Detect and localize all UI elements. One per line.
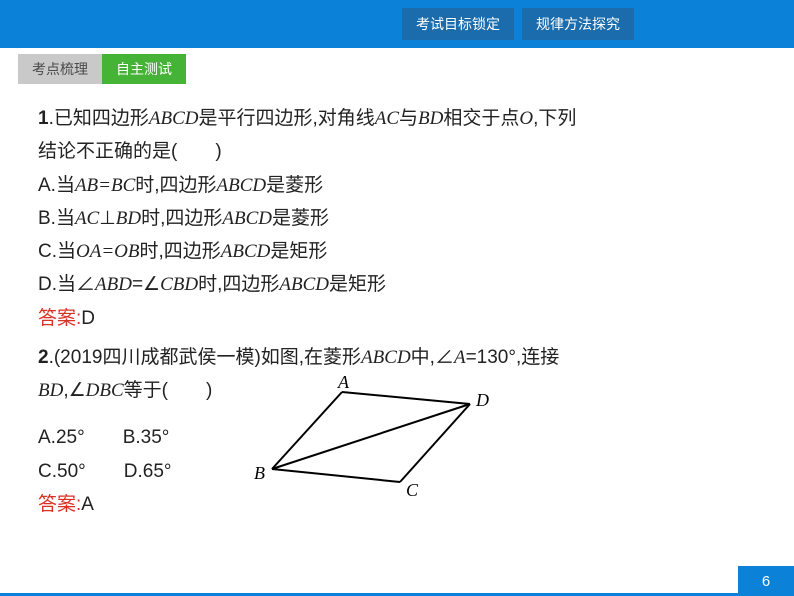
svg-text:C: C [406, 480, 419, 500]
nav-button-exam-target[interactable]: 考试目标锁定 [402, 8, 514, 40]
sub-tabs: 考点梳理 自主测试 [18, 54, 794, 84]
q1-optA-v1: AB=BC [75, 175, 135, 196]
q1-optB-v1: AC [75, 208, 99, 229]
q1-mid1: 是平行四边形,对角线 [198, 108, 374, 129]
q1-optB: B.当AC⊥BD时,四边形ABCD是菱形 [38, 202, 756, 235]
q2-line2d: 等于( ) [124, 380, 213, 401]
q2-answer-value: A [81, 494, 94, 515]
content-area: 1.已知四边形ABCD是平行四边形,对角线AC与BD相交于点O,下列 结论不正确… [0, 84, 794, 521]
q1-optD-v1: ABD [95, 274, 132, 295]
q2-optA: A.25° [38, 427, 85, 448]
q2-v2: A [454, 347, 466, 368]
q2-optC: C.50° [38, 461, 86, 482]
top-bar: 考试目标锁定 规律方法探究 [0, 0, 794, 48]
q1-v2: AC [375, 108, 399, 129]
q1-v3: BD [418, 108, 443, 129]
q1-optB-mid: 时,四边形 [141, 208, 222, 229]
q1-optD-v2: CBD [160, 274, 198, 295]
q1-number: 1 [38, 108, 49, 129]
q1-optC-mid: 时,四边形 [140, 241, 221, 262]
q2-line2: BD,∠DBC等于( ) [38, 374, 212, 407]
q1-v4: O [519, 108, 533, 129]
q1-optD-suf: 是矩形 [329, 274, 386, 295]
q1-answer: 答案:D [38, 302, 756, 335]
sub-tab-self-test[interactable]: 自主测试 [102, 54, 186, 84]
svg-text:A: A [337, 374, 350, 392]
nav-button-method-explore[interactable]: 规律方法探究 [522, 8, 634, 40]
q2-optD: D.65° [124, 461, 172, 482]
q2-line2c: DBC [86, 380, 124, 401]
sub-tab-review[interactable]: 考点梳理 [18, 54, 102, 84]
q2-answer: 答案:A [38, 488, 212, 521]
q1-optA: A.当AB=BC时,四边形ABCD是菱形 [38, 169, 756, 202]
q2-v1: ABCD [361, 347, 411, 368]
q2-line2b: ,∠ [63, 380, 85, 401]
q2-opts-row2: C.50° D.65° [38, 455, 212, 488]
q1-answer-label: 答案: [38, 308, 81, 329]
rhombus-diagram: A D B C [232, 374, 502, 504]
q1-optD-mid: 时,四边形 [198, 274, 279, 295]
top-nav-buttons: 考试目标锁定 规律方法探究 [402, 8, 634, 40]
q1-optD-eq: =∠ [132, 274, 160, 295]
q2-opts-row1: A.25° B.35° [38, 421, 212, 454]
q1-mid3: 相交于点 [443, 108, 519, 129]
q2-optB: B.35° [123, 427, 170, 448]
q1-mid4: ,下列 [533, 108, 576, 129]
q1-optC-suf: 是矩形 [270, 241, 327, 262]
q2-row: BD,∠DBC等于( ) A.25° B.35° C.50° D.65° 答案:… [38, 374, 756, 521]
q1-line1: 1.已知四边形ABCD是平行四边形,对角线AC与BD相交于点O,下列 [38, 102, 756, 135]
q1-optB-perp: ⊥ [99, 208, 116, 229]
q1-optB-pre: B.当 [38, 208, 75, 229]
q1-pre: .已知四边形 [49, 108, 149, 129]
q1-optC-pre: C.当 [38, 241, 76, 262]
svg-text:D: D [475, 390, 489, 410]
q1-optB-v3: ABCD [222, 208, 272, 229]
q1-optA-v2: ABCD [217, 175, 267, 196]
q1-optA-pre: A.当 [38, 175, 75, 196]
q2-pre: .(2019四川成都武侯一模)如图,在菱形 [49, 347, 361, 368]
q1-optC-v1: OA=OB [76, 241, 139, 262]
q1-answer-value: D [81, 308, 95, 329]
q2-line2a: BD [38, 380, 63, 401]
q2-line1: 2.(2019四川成都武侯一模)如图,在菱形ABCD中,∠A=130°,连接 [38, 341, 756, 374]
q2-number: 2 [38, 347, 49, 368]
page-number: 6 [738, 566, 794, 596]
svg-text:B: B [254, 463, 265, 483]
q1-optA-mid: 时,四边形 [135, 175, 216, 196]
q2-answer-label: 答案: [38, 494, 81, 515]
q1-optB-v2: BD [116, 208, 141, 229]
q1-v1: ABCD [149, 108, 199, 129]
q1-line2: 结论不正确的是( ) [38, 135, 756, 168]
q1-mid2: 与 [399, 108, 418, 129]
q1-optD: D.当∠ABD=∠CBD时,四边形ABCD是矩形 [38, 268, 756, 301]
q1-optB-suf: 是菱形 [272, 208, 329, 229]
q1-optD-pre: D.当∠ [38, 274, 95, 295]
q1-optC: C.当OA=OB时,四边形ABCD是矩形 [38, 235, 756, 268]
q2-mid2: =130°,连接 [466, 347, 560, 368]
q1-optA-suf: 是菱形 [266, 175, 323, 196]
q2-mid1: 中,∠ [411, 347, 454, 368]
q1-optC-v2: ABCD [221, 241, 271, 262]
q2-options-col: BD,∠DBC等于( ) A.25° B.35° C.50° D.65° 答案:… [38, 374, 212, 521]
q1-optD-v3: ABCD [279, 274, 329, 295]
